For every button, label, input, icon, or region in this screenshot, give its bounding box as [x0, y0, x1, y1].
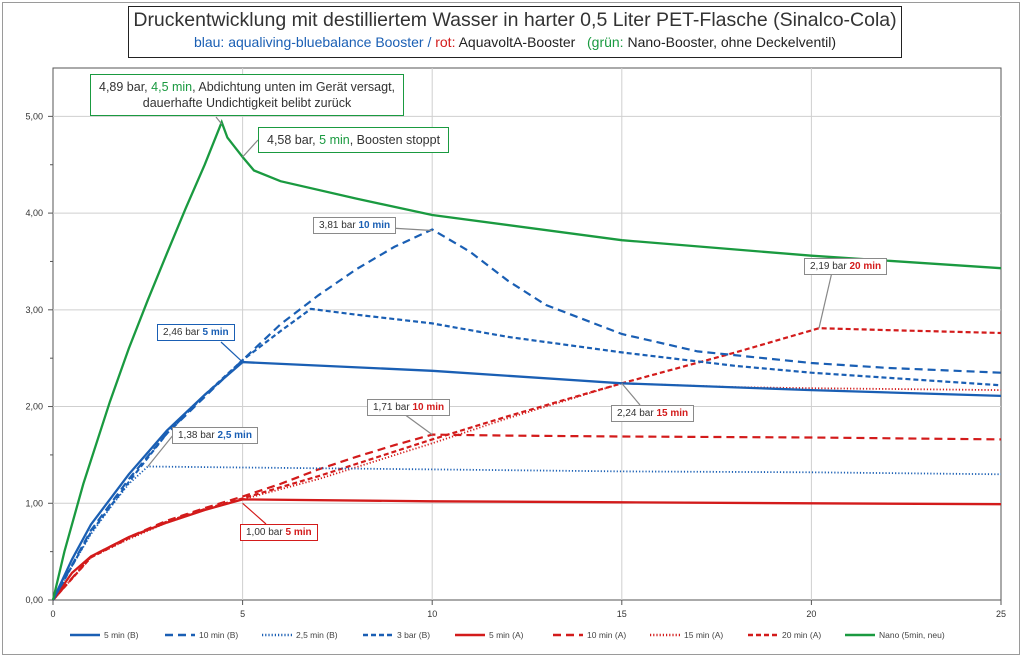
annotation-green-stop: 4,58 bar, 5 min, Boosten stoppt [258, 127, 450, 153]
subtitle-blau-text: aqualiving-bluebalance Booster / [228, 34, 432, 50]
annotation-red-15min-min: 15 min [656, 408, 689, 419]
annotation-green-peak-min: 4,5 min [151, 80, 193, 94]
annotation-leader-line [389, 227, 433, 232]
series-line-5-min-b- [51, 360, 1002, 601]
annotation-red-5min-bar: 1,00 bar [246, 527, 283, 538]
series-line-10-min-b- [52, 228, 1002, 601]
legend-label: 5 min (B) [104, 630, 139, 640]
legend-label: 5 min (A) [489, 630, 524, 640]
annotation-leader-line [818, 271, 833, 329]
series-line-15-min-a- [52, 382, 1002, 601]
annotation-leader-line [242, 502, 267, 525]
series-line-10-min-a- [52, 433, 1002, 601]
annotation-blue-2-5min-min: 2,5 min [217, 430, 252, 441]
annotation-green-peak: 4,89 bar, 4,5 min, Abdichtung unten im G… [90, 74, 405, 116]
x-tick-label: 5 [240, 609, 245, 619]
series-line-20-min-a- [52, 327, 1002, 601]
annotation-red-5min: 1,00 bar 5 min [240, 524, 318, 541]
annotation-leader-line [215, 116, 223, 125]
annotation-green-peak-line2: dauerhafte Undichtigkeit belibt zurück [142, 96, 352, 110]
annotation-blue-2-5min: 1,38 bar 2,5 min [172, 427, 258, 444]
chart-title-box: Druckentwicklung mit destilliertem Wasse… [128, 6, 902, 58]
y-tick-label: 2,00 [25, 402, 43, 412]
annotation-leader-line [220, 341, 244, 363]
annotation-red-20min-bar: 2,19 bar [810, 261, 847, 272]
annotation-blue-10min-bar: 3,81 bar [319, 220, 356, 231]
series-line-nano-5min-neu- [51, 118, 1002, 601]
annotation-blue-5min-bar: 2,46 bar [163, 327, 200, 338]
x-tick-label: 25 [996, 609, 1006, 619]
legend-label: 20 min (A) [782, 630, 821, 640]
legend-label: 15 min (A) [684, 630, 723, 640]
subtitle-rot-text: AquavoltA-Booster [458, 34, 576, 50]
plot-area-border [52, 67, 1002, 601]
annotation-blue-2-5min-bar: 1,38 bar [178, 430, 215, 441]
y-tick-label: 3,00 [25, 305, 43, 315]
annotation-leader-line [403, 413, 433, 436]
x-tick-label: 0 [50, 609, 55, 619]
y-tick-label: 5,00 [25, 111, 43, 121]
x-tick-label: 15 [617, 609, 627, 619]
chart-subtitle: blau: aqualiving-bluebalance Booster / r… [129, 34, 901, 50]
series-line-3-bar-b- [52, 307, 1002, 601]
subtitle-blau-label: blau: [193, 34, 225, 50]
annotation-blue-10min: 3,81 bar 10 min [313, 217, 397, 234]
annotation-green-stop-min: 5 min [319, 133, 350, 147]
y-tick-label: 4,00 [25, 208, 43, 218]
annotation-green-stop-bar: 4,58 bar, [267, 133, 316, 147]
annotation-blue-5min-min: 5 min [202, 327, 229, 338]
subtitle-rot-label: rot: [435, 34, 456, 50]
annotation-red-20min: 2,19 bar 20 min [804, 258, 888, 275]
subtitle-gruen-text: Nano-Booster, ohne Deckelventil) [627, 34, 837, 50]
annotation-red-10min-bar: 1,71 bar [373, 402, 410, 413]
y-tick-label: 0,00 [25, 595, 43, 605]
annotation-blue-10min-min: 10 min [358, 220, 391, 231]
annotation-blue-5min: 2,46 bar 5 min [157, 324, 235, 341]
legend-label: 10 min (B) [199, 630, 238, 640]
series-line-2-5-min-b- [52, 465, 1002, 601]
annotation-red-15min: 2,24 bar 15 min [611, 405, 695, 422]
x-tick-label: 10 [427, 609, 437, 619]
annotation-green-peak-text: , Abdichtung unten im Gerät versagt, [192, 80, 396, 94]
annotation-leader-line [621, 382, 641, 406]
x-tick-label: 20 [806, 609, 816, 619]
y-tick-label: 1,00 [25, 498, 43, 508]
legend-label: 3 bar (B) [397, 630, 430, 640]
annotation-green-stop-text: , Boosten stoppt [349, 133, 441, 147]
annotation-green-peak-bar: 4,89 bar, [99, 80, 148, 94]
annotation-red-20min-min: 20 min [849, 261, 882, 272]
legend-label: 10 min (A) [587, 630, 626, 640]
legend-label: Nano (5min, neu) [879, 630, 945, 640]
series-line-5-min-a- [52, 498, 1002, 601]
chart-title: Druckentwicklung mit destilliertem Wasse… [133, 9, 897, 31]
annotation-leader-line [242, 139, 259, 158]
legend-label: 2,5 min (B) [296, 630, 338, 640]
annotation-red-10min-min: 10 min [412, 402, 445, 413]
annotation-red-10min: 1,71 bar 10 min [367, 399, 451, 416]
annotation-red-5min-min: 5 min [285, 527, 312, 538]
subtitle-gruen-label: (grün: [587, 34, 624, 50]
annotation-red-15min-bar: 2,24 bar [617, 408, 654, 419]
